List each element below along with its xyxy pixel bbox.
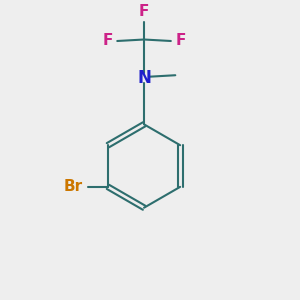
Text: Br: Br (64, 179, 83, 194)
Text: N: N (137, 69, 151, 87)
Text: F: F (139, 4, 149, 19)
Text: F: F (102, 34, 113, 49)
Text: F: F (175, 34, 186, 49)
